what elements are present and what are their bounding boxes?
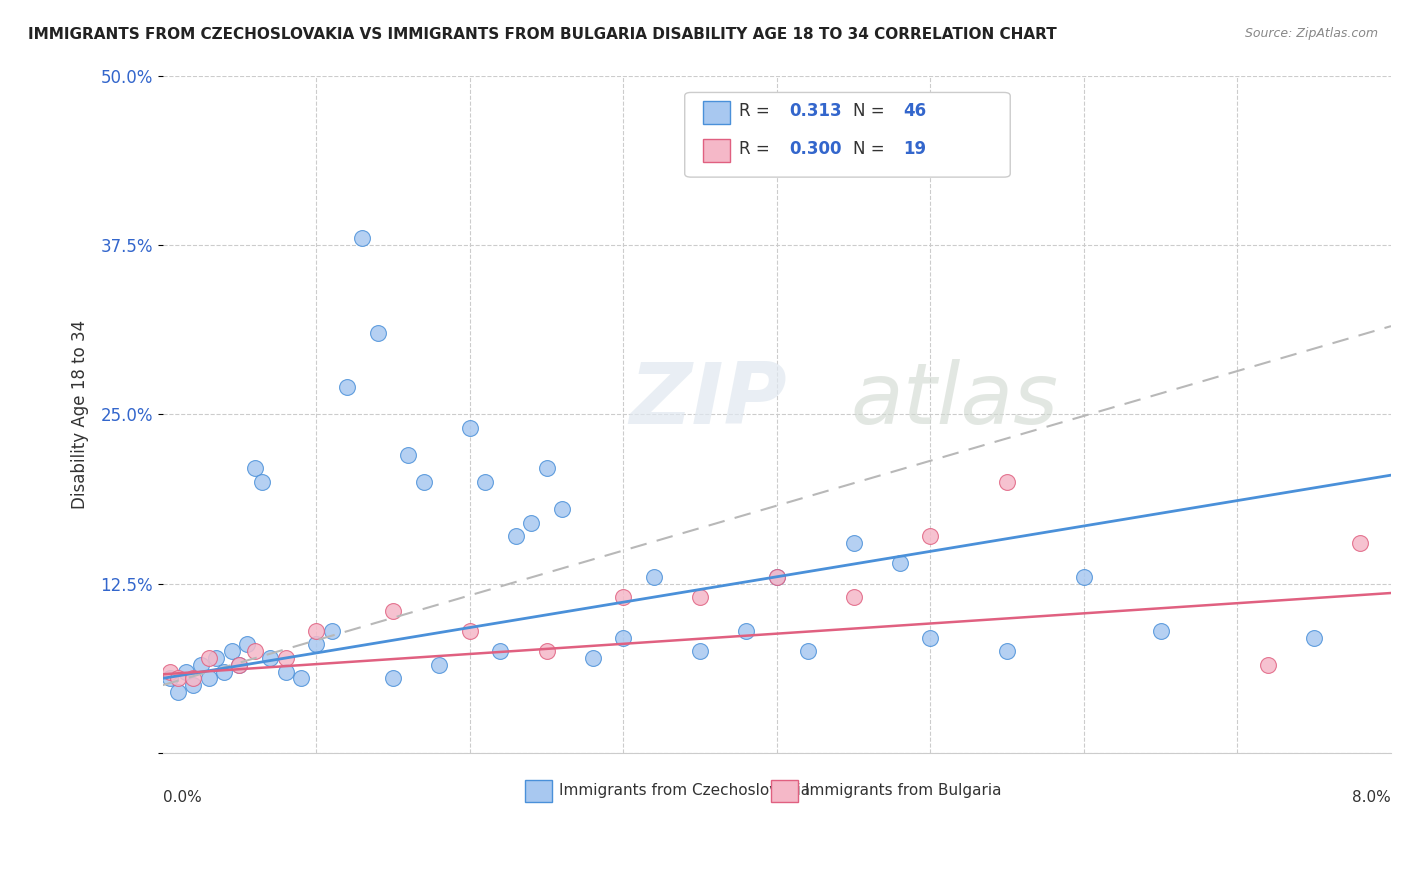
- Point: [766, 570, 789, 584]
- Point: [190, 657, 212, 672]
- Point: [274, 651, 297, 665]
- Point: [228, 657, 250, 672]
- Point: [305, 638, 328, 652]
- Point: [159, 671, 181, 685]
- Point: [474, 475, 496, 489]
- Text: 19: 19: [904, 140, 927, 158]
- Point: [995, 475, 1018, 489]
- Point: [920, 631, 942, 645]
- Text: 46: 46: [904, 102, 927, 120]
- Point: [1303, 631, 1326, 645]
- FancyBboxPatch shape: [685, 93, 1011, 178]
- Text: Immigrants from Czechoslovakia: Immigrants from Czechoslovakia: [560, 782, 811, 797]
- Point: [382, 671, 405, 685]
- Bar: [770, 780, 797, 802]
- Point: [174, 665, 197, 679]
- Point: [167, 671, 190, 685]
- Point: [536, 644, 558, 658]
- Point: [1257, 657, 1279, 672]
- Point: [581, 651, 603, 665]
- Point: [367, 326, 389, 340]
- Point: [221, 644, 243, 658]
- Text: 0.300: 0.300: [789, 140, 842, 158]
- Point: [197, 671, 219, 685]
- Text: IMMIGRANTS FROM CZECHOSLOVAKIA VS IMMIGRANTS FROM BULGARIA DISABILITY AGE 18 TO : IMMIGRANTS FROM CZECHOSLOVAKIA VS IMMIGR…: [28, 27, 1057, 42]
- Point: [205, 651, 228, 665]
- Point: [243, 644, 266, 658]
- Point: [551, 502, 574, 516]
- Point: [236, 638, 259, 652]
- Point: [489, 644, 512, 658]
- Point: [336, 380, 359, 394]
- Point: [212, 665, 235, 679]
- Point: [735, 624, 758, 638]
- Text: N =: N =: [853, 102, 890, 120]
- Point: [689, 590, 711, 604]
- Point: [689, 644, 711, 658]
- Text: Immigrants from Bulgaria: Immigrants from Bulgaria: [806, 782, 1001, 797]
- Text: R =: R =: [738, 102, 775, 120]
- Point: [352, 231, 374, 245]
- Point: [766, 570, 789, 584]
- Point: [305, 624, 328, 638]
- Text: atlas: atlas: [851, 359, 1059, 442]
- Point: [274, 665, 297, 679]
- Point: [243, 461, 266, 475]
- Point: [1073, 570, 1095, 584]
- Point: [842, 590, 865, 604]
- Point: [183, 671, 205, 685]
- Point: [1150, 624, 1173, 638]
- Point: [1348, 536, 1371, 550]
- Point: [382, 604, 405, 618]
- Point: [536, 461, 558, 475]
- Point: [920, 529, 942, 543]
- Bar: [703, 138, 730, 162]
- Point: [458, 421, 481, 435]
- Point: [159, 665, 181, 679]
- Text: 0.0%: 0.0%: [163, 790, 201, 805]
- Point: [228, 657, 250, 672]
- Point: [321, 624, 343, 638]
- Text: 8.0%: 8.0%: [1353, 790, 1391, 805]
- Point: [995, 644, 1018, 658]
- Point: [252, 475, 274, 489]
- Point: [427, 657, 450, 672]
- Text: 0.313: 0.313: [789, 102, 842, 120]
- Point: [842, 536, 865, 550]
- Point: [197, 651, 219, 665]
- Point: [290, 671, 312, 685]
- Point: [505, 529, 527, 543]
- Bar: [703, 101, 730, 124]
- Point: [183, 678, 205, 692]
- Point: [396, 448, 419, 462]
- Text: N =: N =: [853, 140, 890, 158]
- Point: [796, 644, 818, 658]
- Point: [458, 624, 481, 638]
- Point: [412, 475, 434, 489]
- Point: [259, 651, 281, 665]
- Text: Source: ZipAtlas.com: Source: ZipAtlas.com: [1244, 27, 1378, 40]
- Bar: [524, 780, 553, 802]
- Point: [889, 556, 911, 570]
- Text: ZIP: ZIP: [630, 359, 787, 442]
- Point: [612, 631, 634, 645]
- Point: [520, 516, 543, 530]
- Point: [167, 685, 190, 699]
- Point: [612, 590, 634, 604]
- Point: [643, 570, 665, 584]
- Text: R =: R =: [738, 140, 775, 158]
- Y-axis label: Disability Age 18 to 34: Disability Age 18 to 34: [72, 319, 89, 508]
